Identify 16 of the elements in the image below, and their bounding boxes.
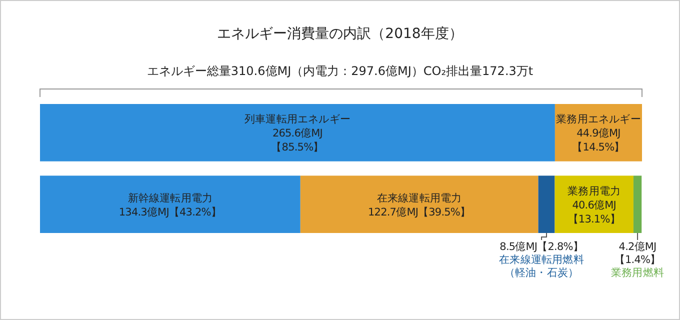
- data-label: 134.3億MJ【43.2%】: [118, 205, 222, 218]
- series-label: 業務用エネルギー: [556, 114, 642, 126]
- data-label: 122.7億MJ【39.5%】: [368, 205, 471, 218]
- series-label: 在来線運転用電力: [376, 191, 462, 204]
- series-label: 業務用電力: [568, 184, 621, 198]
- data-label: 44.9億MJ 【14.5%】: [572, 126, 625, 154]
- chart-subtitle: エネルギー総量310.6億MJ（内電力：297.6億MJ）CO₂排出量172.3万t: [146, 64, 534, 78]
- text: 在来線運転用燃料（軽油・石炭）: [499, 253, 584, 279]
- data-label: 40.6億MJ 【13.1%】: [568, 198, 620, 226]
- series-label: 列車運転用エネルギー: [244, 112, 351, 126]
- data-label: 4.2億MJ 【1.4%】: [614, 240, 661, 266]
- data-label: 265.6億MJ 【85.5%】: [271, 126, 324, 154]
- chart-title: エネルギー消費量の内訳（2018年度）: [217, 26, 463, 42]
- data-label: 8.5億MJ【2.8%】: [500, 240, 584, 253]
- text: 業務用燃料: [611, 266, 664, 279]
- series-label: 新幹線運転用電力: [128, 191, 213, 204]
